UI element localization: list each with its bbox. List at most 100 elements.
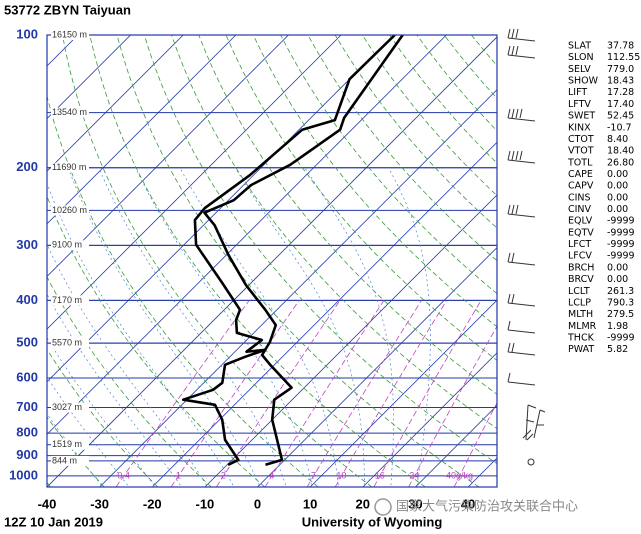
y-tick-label: 600 xyxy=(16,369,38,384)
wind-barb xyxy=(522,404,546,441)
height-label: 9100 m xyxy=(52,240,82,250)
x-tick-label: -30 xyxy=(90,496,109,511)
isotherm xyxy=(47,35,237,225)
dry-adiabat xyxy=(47,481,52,487)
calm-circle xyxy=(527,458,535,466)
height-label: 11690 m xyxy=(52,162,86,172)
x-tick-label: 20 xyxy=(356,496,370,511)
isotherm xyxy=(99,89,497,487)
height-label: 16150 m xyxy=(52,29,87,39)
index-name: VTOT xyxy=(568,146,594,157)
mixing-ratio-label: 10 xyxy=(336,470,346,480)
height-label-bg xyxy=(51,162,89,173)
mixing-ratio-line xyxy=(334,300,447,487)
profiles xyxy=(181,35,404,467)
plot-frame xyxy=(46,34,498,488)
indices-panel: SLAT 37.78 SLON 112.55 SELV 779.0 SHOW 18.43 LIF… xyxy=(567,41,640,356)
source-label: University of Wyoming xyxy=(302,514,443,529)
index-name: SLON xyxy=(568,52,594,63)
chart-title: 53772 ZBYN Taiyuan xyxy=(4,2,131,17)
mixing-ratio-label: 0.4 xyxy=(117,470,130,480)
index-value: 261.3 xyxy=(607,286,634,297)
index-value: 279.5 xyxy=(607,309,634,320)
index-name: CTOT xyxy=(568,134,594,145)
index-name: SELV xyxy=(568,64,591,75)
index-value: 0.00 xyxy=(607,181,628,192)
index-name: MLMR xyxy=(568,321,597,332)
profile-line xyxy=(181,35,396,466)
moist-adiabat xyxy=(47,337,155,486)
isotherm xyxy=(47,35,131,120)
mixing-ratio-line xyxy=(170,300,300,487)
dry-adiabat xyxy=(47,348,159,487)
index-name: CAPE xyxy=(568,169,593,180)
index-value: 779.0 xyxy=(607,64,634,75)
isotherm xyxy=(415,404,497,487)
watermark-icon xyxy=(374,498,392,516)
y-tick-label: 300 xyxy=(16,237,38,252)
height-label: 10260 m xyxy=(52,205,87,215)
mixing-ratio-line xyxy=(115,300,250,487)
mixing-ratio-line xyxy=(408,325,497,487)
moist-adiabat xyxy=(234,167,365,486)
index-name: KINX xyxy=(568,122,591,133)
index-value: -9999 xyxy=(607,227,635,238)
y-tick-label: 500 xyxy=(16,335,38,350)
wind-barb xyxy=(507,28,536,42)
x-tick-label: 0 xyxy=(254,496,261,511)
index-value: 17.28 xyxy=(607,87,634,98)
index-name: LCLP xyxy=(568,297,591,308)
wind-barb xyxy=(507,108,536,122)
x-tick-label: 30 xyxy=(408,496,422,511)
index-name: SWET xyxy=(568,111,595,122)
index-value: 37.78 xyxy=(607,41,634,52)
index-name: TOTL xyxy=(567,157,593,168)
index-value: -9999 xyxy=(607,333,635,344)
index-name: PWAT xyxy=(568,344,594,355)
height-label: 13540 m xyxy=(52,107,87,117)
mixing-ratio-line xyxy=(373,300,482,487)
moist-adiabat xyxy=(135,167,313,486)
index-name: LFCT xyxy=(568,239,591,250)
index-value: 790.3 xyxy=(607,297,634,308)
index-name: THCK xyxy=(567,333,595,344)
index-name: LFTV xyxy=(568,99,591,110)
mixing-ratio-label: 16 xyxy=(375,470,385,480)
wind-barb xyxy=(507,150,536,164)
mixing-ratio-line xyxy=(306,300,422,487)
height-label-bg xyxy=(51,240,89,251)
isotherm xyxy=(204,194,497,487)
wind-barb xyxy=(507,204,536,218)
dry-adiabat xyxy=(89,35,426,487)
height-label: 7170 m xyxy=(52,295,82,305)
index-value: 17.40 xyxy=(607,99,634,110)
index-name: CAPV xyxy=(568,181,594,192)
moist-adiabat xyxy=(47,182,234,486)
dry-adiabat xyxy=(252,35,497,328)
height-label-bg xyxy=(51,205,89,216)
dry-adiabat xyxy=(47,276,212,487)
index-value: 26.80 xyxy=(607,157,634,168)
moist-adiabat xyxy=(388,167,431,486)
index-name: CINV xyxy=(568,204,592,215)
isotherm xyxy=(47,35,395,383)
dry-adiabat xyxy=(47,195,266,487)
index-name: EQTV xyxy=(568,227,594,238)
index-value: 5.82 xyxy=(607,344,628,355)
index-value: -9999 xyxy=(607,239,635,250)
x-tick-label: -40 xyxy=(38,496,57,511)
dry-adiabat xyxy=(116,35,480,487)
time-label: 12Z 10 Jan 2019 xyxy=(4,514,103,529)
height-label-bg xyxy=(51,107,89,118)
y-tick-label: 200 xyxy=(16,159,38,174)
index-value: 8.40 xyxy=(607,134,628,145)
moist-adiabat xyxy=(47,243,207,486)
height-label-bg xyxy=(51,402,89,413)
mixing-ratio-label: 1 xyxy=(176,470,181,480)
isotherm xyxy=(47,36,497,487)
diagram-background xyxy=(47,35,497,487)
dry-adiabat xyxy=(225,35,497,361)
dry-adiabat xyxy=(171,35,497,430)
height-label: 1519 m xyxy=(52,439,82,449)
dry-adiabat xyxy=(389,35,497,164)
